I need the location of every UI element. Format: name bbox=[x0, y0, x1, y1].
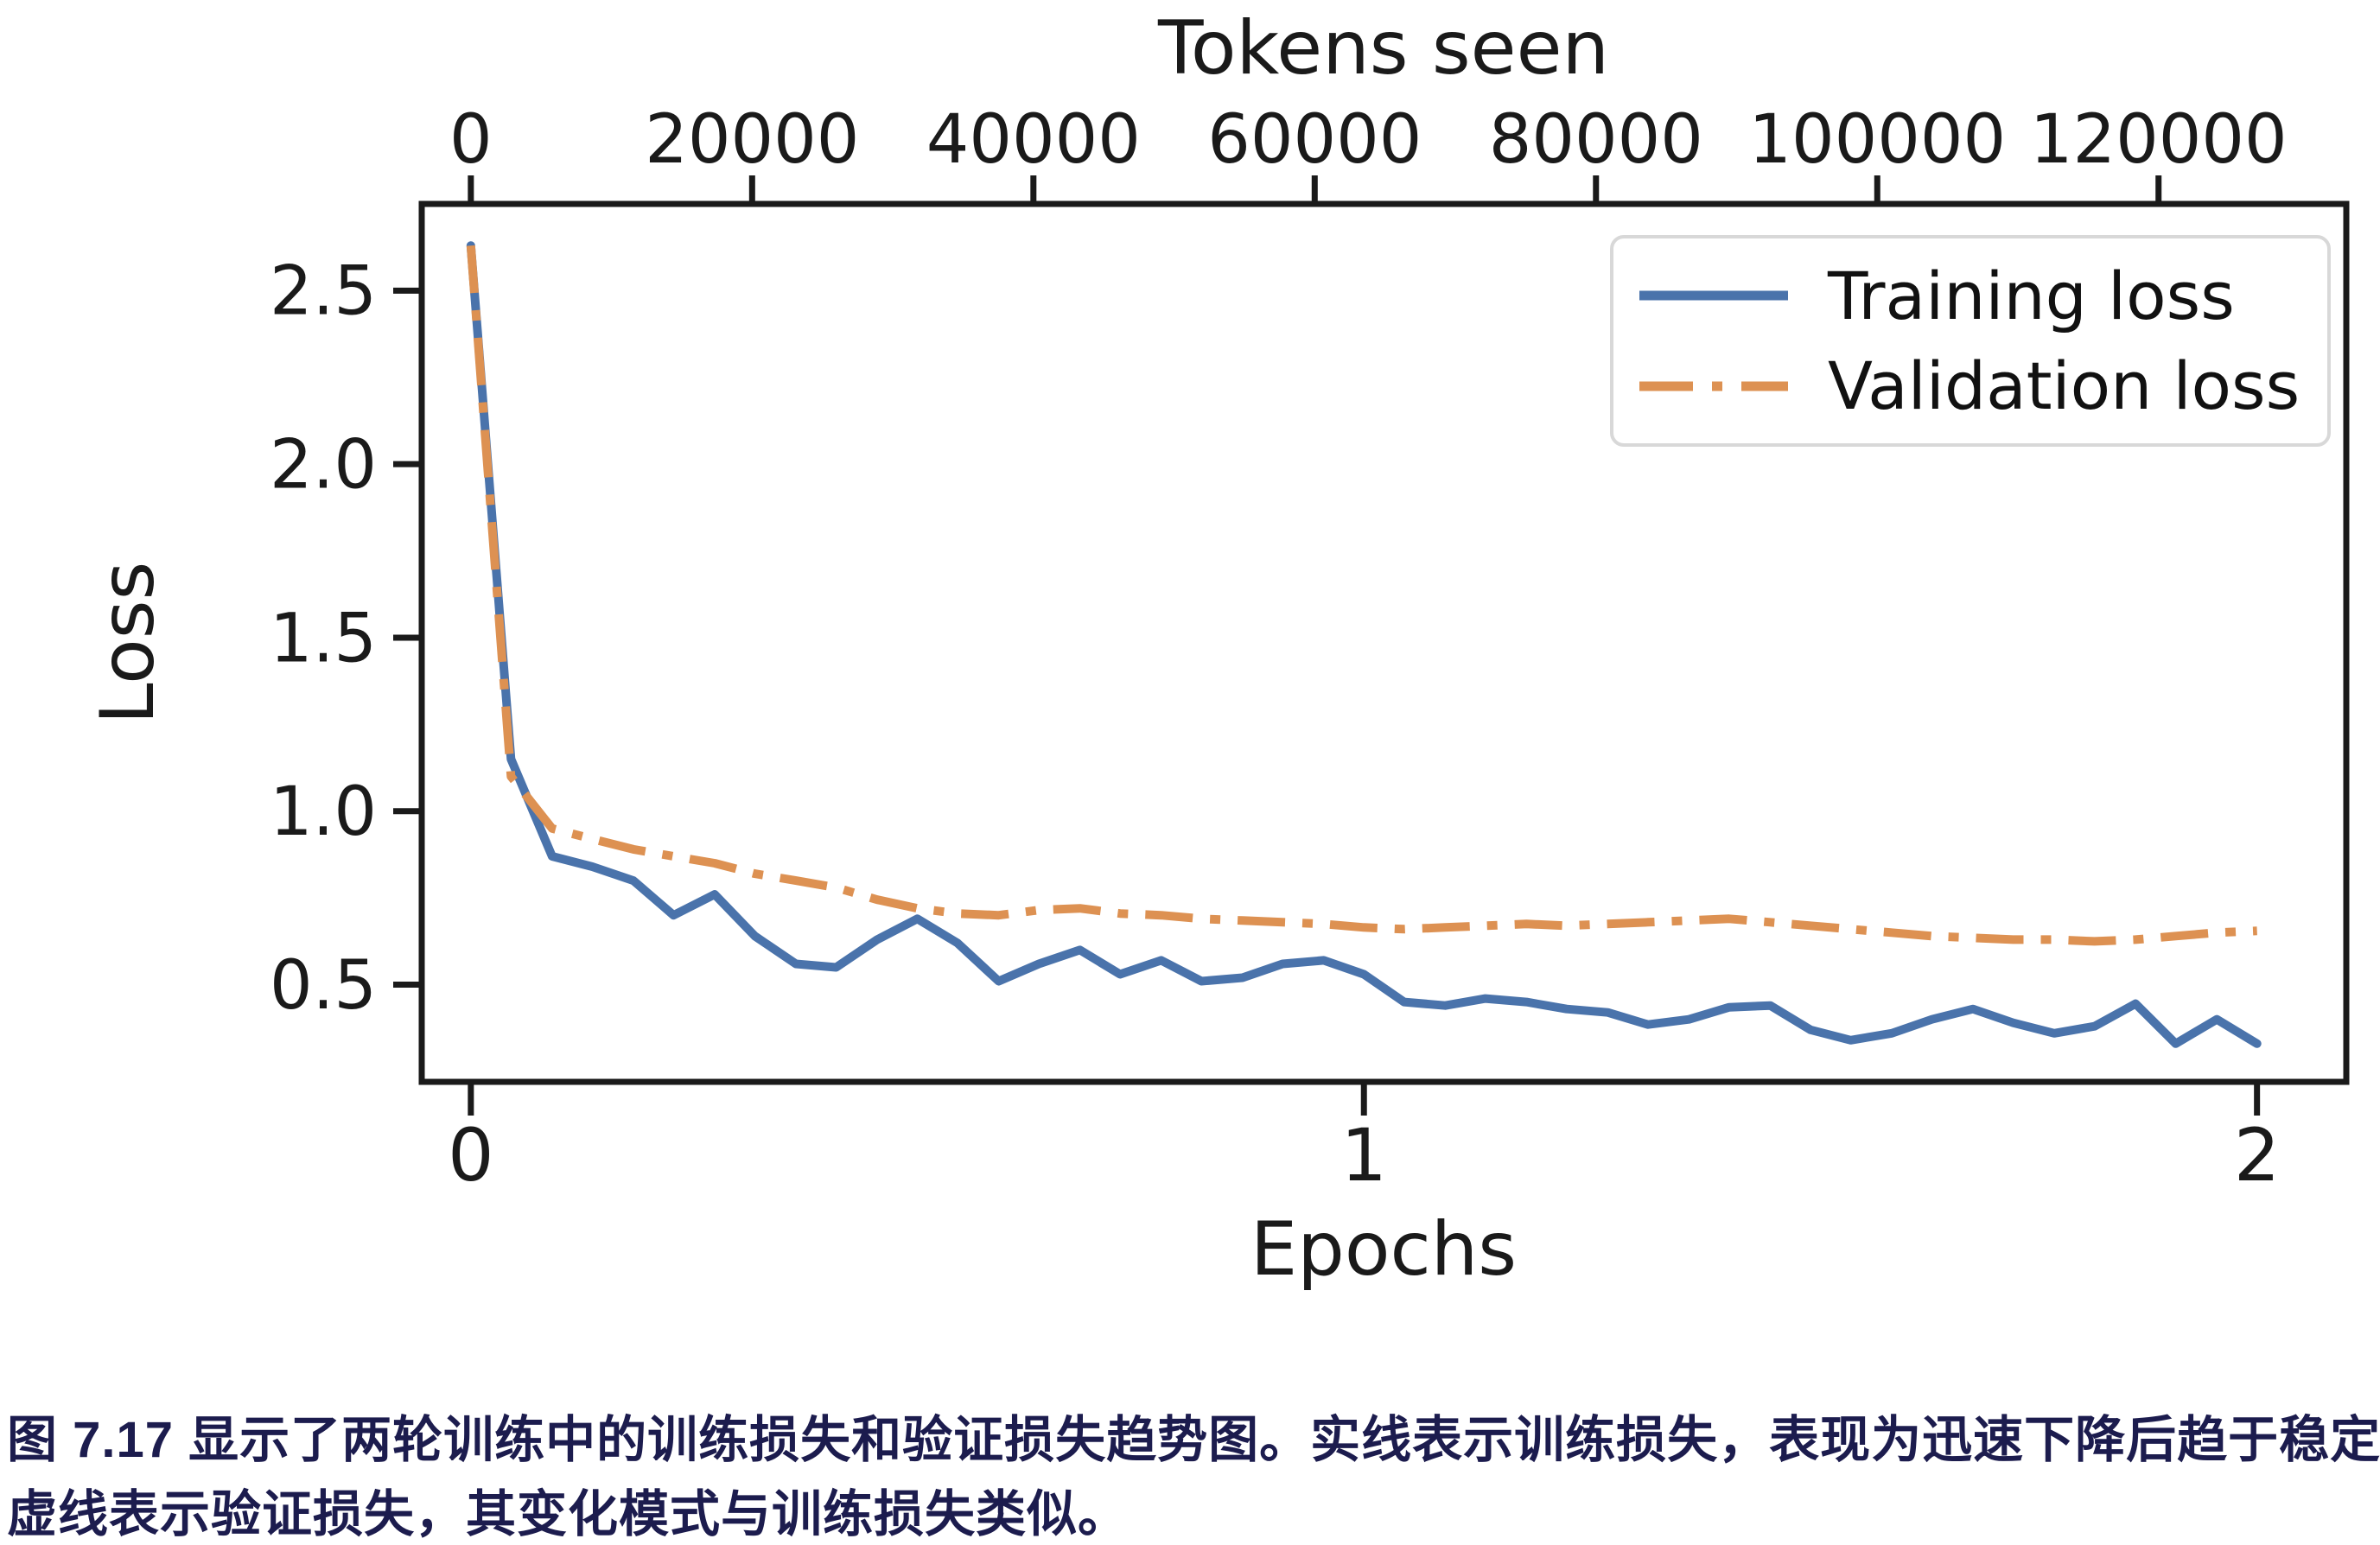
svg-text:2.5: 2.5 bbox=[270, 253, 377, 331]
x-axis-label: Epochs bbox=[1250, 1206, 1518, 1293]
legend-label-training-loss: Training loss bbox=[1828, 257, 2235, 334]
svg-text:1.5: 1.5 bbox=[270, 600, 377, 677]
svg-text:60000: 60000 bbox=[1207, 101, 1422, 179]
svg-text:80000: 80000 bbox=[1489, 101, 1703, 179]
loss-figure: 0 20000 40000 60000 80000 100000 120000 0 1 2 0.5 1… bbox=[85, 5, 2350, 1293]
legend: Training loss Validation loss bbox=[1610, 235, 2331, 447]
svg-text:2: 2 bbox=[2234, 1113, 2280, 1198]
svg-text:0.5: 0.5 bbox=[270, 947, 377, 1025]
svg-text:2.0: 2.0 bbox=[270, 426, 377, 504]
legend-item-training-loss: Training loss bbox=[1638, 258, 2327, 334]
training-loss-line-icon bbox=[1639, 290, 1788, 301]
svg-text:0: 0 bbox=[449, 101, 493, 179]
legend-item-validation-loss: Validation loss bbox=[1638, 347, 2327, 424]
svg-text:1: 1 bbox=[1341, 1113, 1387, 1198]
svg-text:1.0: 1.0 bbox=[270, 773, 377, 851]
svg-text:20000: 20000 bbox=[645, 101, 859, 179]
caption-line-1: 图 7.17 显示了两轮训练中的训练损失和验证损失趋势图。实线表示训练损失，表现… bbox=[7, 1412, 2380, 1468]
validation-loss-line-icon bbox=[1639, 381, 1788, 391]
figure-caption: 图 7.17 显示了两轮训练中的训练损失和验证损失趋势图。实线表示训练损失，表现… bbox=[7, 1403, 2380, 1545]
y-axis-label: Loss bbox=[85, 561, 171, 725]
svg-text:100000: 100000 bbox=[1748, 101, 2006, 179]
loss-chart-svg: 0 20000 40000 60000 80000 100000 120000 0 1 2 0.5 1… bbox=[270, 101, 2350, 1198]
svg-text:0: 0 bbox=[448, 1113, 493, 1198]
svg-text:40000: 40000 bbox=[926, 101, 1141, 179]
caption-line-2: 虚线表示验证损失，其变化模式与训练损失类似。 bbox=[7, 1485, 1130, 1542]
svg-text:120000: 120000 bbox=[2030, 101, 2288, 179]
top-axis-title: Tokens seen bbox=[1158, 5, 1609, 92]
legend-label-validation-loss: Validation loss bbox=[1828, 347, 2300, 425]
